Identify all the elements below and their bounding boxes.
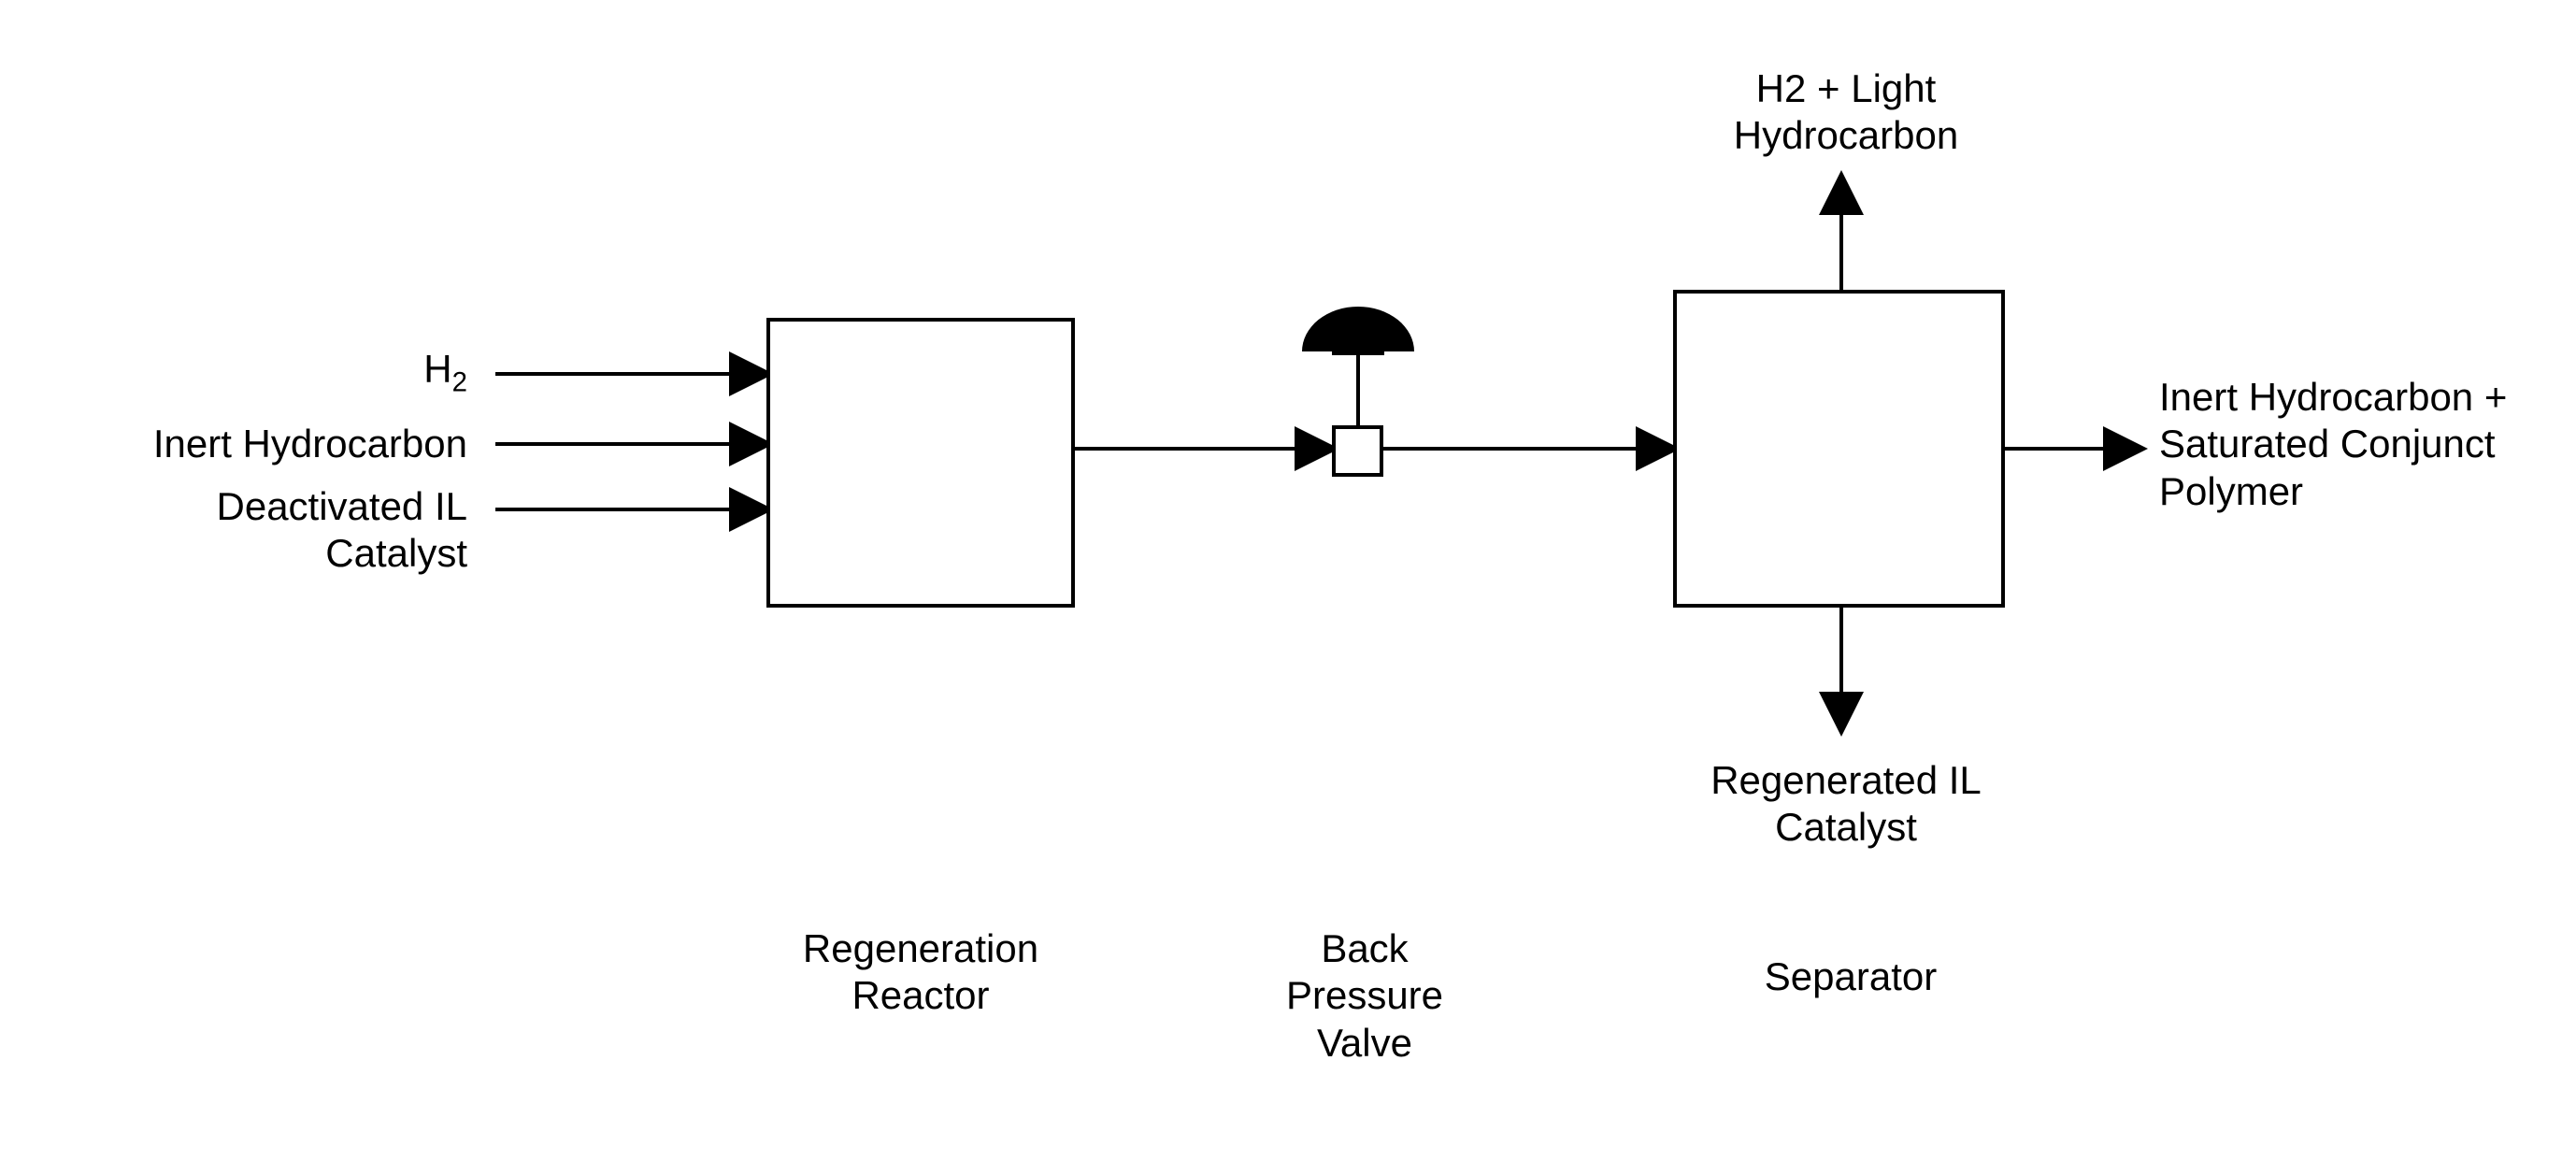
top-output-label: H2 + Light Hydrocarbon bbox=[1710, 65, 1982, 160]
h2-label-text: H bbox=[423, 347, 451, 391]
reactor-label: Regeneration Reactor bbox=[790, 925, 1052, 1020]
flowchart-diagram: H2 Inert Hydrocarbon Deactivated IL Cata… bbox=[0, 0, 2576, 1175]
deactivated-input-label: Deactivated IL Catalyst bbox=[122, 483, 467, 578]
separator-label: Separator bbox=[1748, 953, 1953, 1000]
back-pressure-valve-box bbox=[1332, 425, 1383, 477]
separator-box bbox=[1673, 290, 2005, 608]
bottom-output-label: Regenerated IL Catalyst bbox=[1687, 757, 2005, 852]
valve-dome bbox=[1302, 307, 1414, 351]
h2-label-sub: 2 bbox=[452, 366, 467, 397]
regeneration-reactor-box bbox=[766, 318, 1075, 608]
h2-input-label: H2 bbox=[122, 346, 467, 399]
inert-input-label: Inert Hydrocarbon bbox=[47, 421, 467, 467]
right-output-label: Inert Hydrocarbon + Saturated Conjunct P… bbox=[2159, 374, 2561, 515]
valve-label: Back Pressure Valve bbox=[1271, 925, 1458, 1067]
